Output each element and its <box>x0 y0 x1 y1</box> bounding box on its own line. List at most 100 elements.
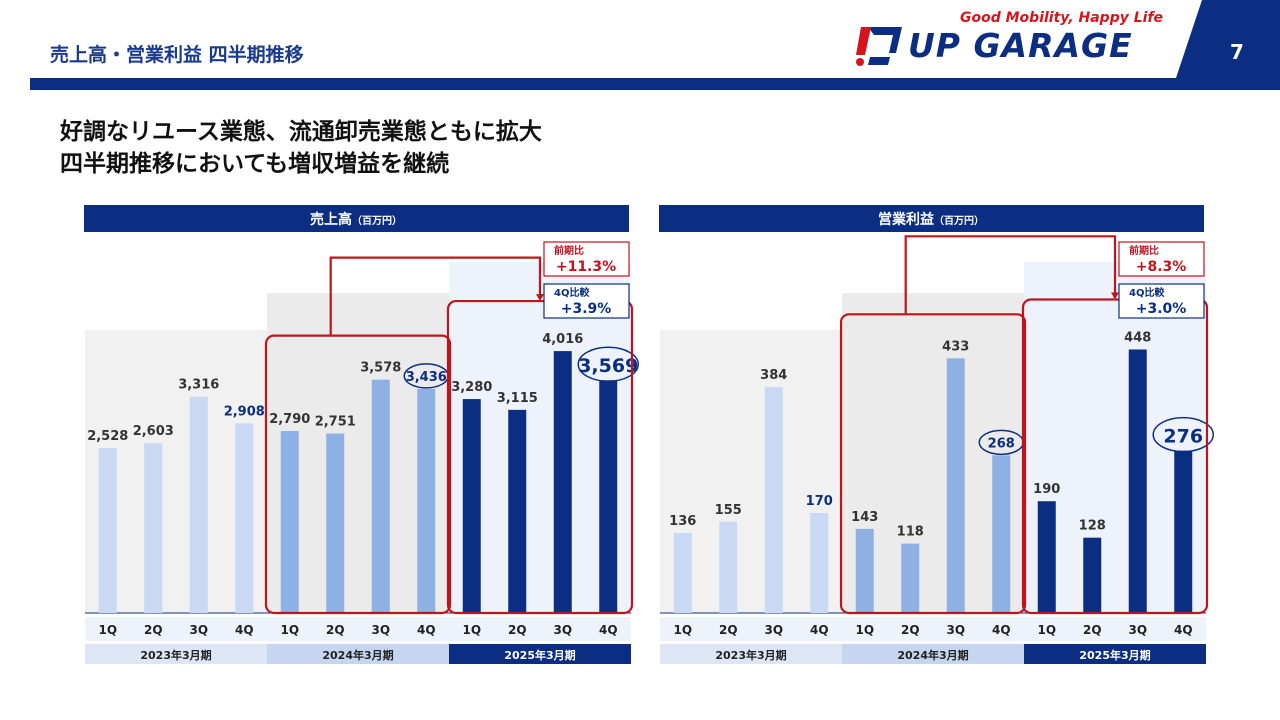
sales-q4-label: 4Q比較 <box>554 286 590 299</box>
sales-data-label: 4,016 <box>542 332 583 347</box>
sales-tick-label: 4Q <box>599 623 618 637</box>
profit-tick-label: 3Q <box>764 623 783 637</box>
sales-frame-fy2025 <box>446 299 634 615</box>
sales-yoy-label: 前期比 <box>554 244 584 257</box>
sales-tick-bg <box>312 617 358 641</box>
profit-tick-label: 2Q <box>901 623 920 637</box>
sales-tick-label: 4Q <box>417 623 436 637</box>
sales-yoy-box <box>543 241 630 277</box>
profit-data-label: 143 <box>851 510 878 525</box>
sales-data-label: 2,908 <box>224 404 265 419</box>
logo-text: UP GARAGE <box>908 26 1133 65</box>
sales-group-band <box>449 644 631 664</box>
profit-connector-arrow <box>1111 292 1119 300</box>
sales-group-band <box>267 644 449 664</box>
sales-tick-label: 1Q <box>98 623 117 637</box>
profit-bar <box>855 528 874 613</box>
profit-group-band <box>660 644 842 664</box>
profit-data-label: 433 <box>942 339 969 354</box>
profit-tick-bg <box>705 617 751 641</box>
sales-q4-value: +3.9% <box>561 301 612 317</box>
logo-icon <box>856 27 902 66</box>
profit-data-label: 118 <box>897 525 924 540</box>
sales-tick-label: 3Q <box>189 623 208 637</box>
profit-q4-value: +3.0% <box>1136 301 1187 317</box>
sales-tick-bg <box>176 617 222 641</box>
profit-group-band <box>1024 644 1206 664</box>
sales-bar <box>462 399 481 613</box>
sales-tick-bg <box>585 617 631 641</box>
sales-tick-label: 4Q <box>235 623 254 637</box>
profit-tick-bg <box>887 617 933 641</box>
profit-tick-bg <box>1024 617 1070 641</box>
sales-tick-bg <box>449 617 495 641</box>
sales-bar <box>508 409 527 613</box>
sales-tick-bg <box>85 617 131 641</box>
profit-q4-box <box>1118 283 1205 319</box>
profit-bar <box>764 387 783 613</box>
profit-data-label: 155 <box>715 503 742 518</box>
profit-group-label: 2025年3月期 <box>1079 648 1150 662</box>
sales-bar <box>326 433 345 613</box>
sales-bar <box>235 423 254 613</box>
profit-data-label: 170 <box>806 494 833 509</box>
sales-tick-bg <box>540 617 586 641</box>
profit-group-band <box>842 644 1024 664</box>
sales-data-label: 3,280 <box>451 380 492 395</box>
profit-title-band <box>659 205 1204 232</box>
profit-data-label: 268 <box>988 436 1015 451</box>
profit-data-label: 448 <box>1124 330 1151 345</box>
sales-data-label: 3,578 <box>360 361 401 376</box>
operating-profit-chart: 営業利益（百万円） 136 1Q 155 2Q 384 3Q 170 4Q 143 1Q 118 2Q 4… <box>659 205 1214 664</box>
sales-bar <box>98 448 117 613</box>
sales-tick-label: 1Q <box>462 623 481 637</box>
header-bar <box>30 78 1202 90</box>
sales-group-label: 2023年3月期 <box>140 648 211 662</box>
profit-tick-bg <box>842 617 888 641</box>
sales-data-label: 2,603 <box>133 424 174 439</box>
profit-data-label: 190 <box>1033 482 1060 497</box>
sales-bar <box>371 379 390 613</box>
sales-data-label: 2,751 <box>315 415 356 430</box>
profit-bar <box>992 455 1011 613</box>
sales-title-band <box>84 205 629 232</box>
profit-tick-bg <box>1160 617 1206 641</box>
sales-chart: 売上高（百万円） 2,528 1Q 2,603 2Q 3,316 3Q 2,908 4Q 2,79… <box>84 205 639 664</box>
profit-group-label: 2023年3月期 <box>715 648 786 662</box>
profit-connector <box>904 235 1117 315</box>
profit-frame-fy2024 <box>839 313 1027 615</box>
profit-tick-bg <box>1115 617 1161 641</box>
headline: 好調なリユース業態、流通卸売業態ともに拡大 四半期推移においても増収増益を継続 <box>60 116 542 180</box>
profit-tick-label: 4Q <box>810 623 829 637</box>
profit-tick-bg <box>751 617 797 641</box>
sales-bar <box>553 351 572 613</box>
profit-tick-label: 4Q <box>992 623 1011 637</box>
profit-tick-bg <box>1069 617 1115 641</box>
sales-tick-label: 1Q <box>280 623 299 637</box>
sales-tick-label: 3Q <box>553 623 572 637</box>
sales-tick-label: 2Q <box>326 623 345 637</box>
sales-connector <box>329 256 542 336</box>
sales-q4-box <box>543 283 630 319</box>
sales-tick-bg <box>130 617 176 641</box>
profit-bar <box>1174 450 1193 613</box>
sales-bar <box>144 443 163 613</box>
profit-tick-bg <box>933 617 979 641</box>
sales-tick-label: 2Q <box>508 623 527 637</box>
profit-tick-label: 4Q <box>1174 623 1193 637</box>
sales-group-band <box>85 644 267 664</box>
sales-tick-bg <box>494 617 540 641</box>
profit-highlight-ellipse <box>1152 416 1214 453</box>
sales-group-label: 2025年3月期 <box>504 648 575 662</box>
profit-tick-bg <box>978 617 1024 641</box>
sales-tick-bg <box>267 617 313 641</box>
sales-frame-fy2024 <box>264 334 452 615</box>
headline-line-2: 四半期推移においても増収増益を継続 <box>60 151 450 177</box>
sales-data-label: 2,528 <box>87 429 128 444</box>
sales-tick-bg <box>358 617 404 641</box>
sales-yoy-value: +11.3% <box>556 259 616 275</box>
profit-data-label: 384 <box>760 368 787 383</box>
headline-line-1: 好調なリユース業態、流通卸売業態ともに拡大 <box>60 119 542 145</box>
sales-data-label: 3,436 <box>406 370 447 385</box>
profit-tick-label: 2Q <box>719 623 738 637</box>
